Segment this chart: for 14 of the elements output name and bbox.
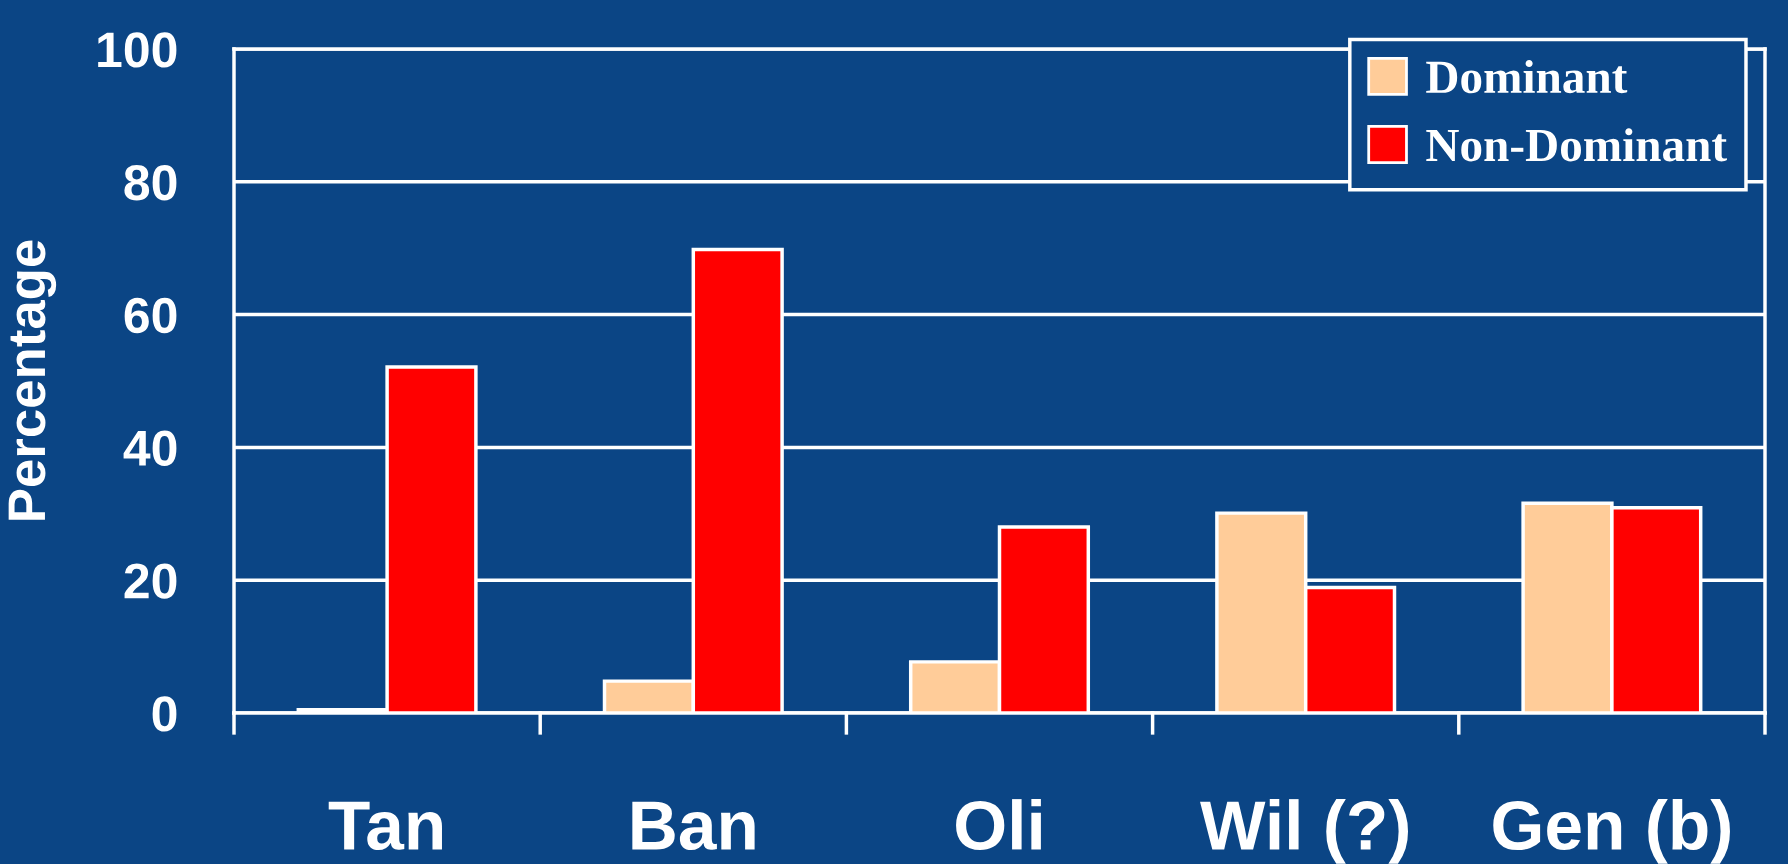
x-tick-label: Oli [956,799,1041,851]
y-tick-label: 100 [98,32,177,68]
y-tick-label: 0 [152,696,177,732]
y-tick-label: 60 [124,297,177,334]
y-tick-label: 80 [124,165,177,201]
legend-label: Dominant [1426,60,1628,94]
y-tick-label: 20 [124,563,177,599]
x-tick-label: Tan [328,801,442,851]
legend-label: Non-Dominant [1426,128,1727,162]
x-tick-label: Ban [632,801,755,851]
x-tick-label: Wil (?) [1200,799,1408,864]
y-tick-label: 40 [123,430,177,467]
x-tick-label: Gen (b) [1493,799,1730,864]
y-axis-title: Percentage [8,240,57,520]
